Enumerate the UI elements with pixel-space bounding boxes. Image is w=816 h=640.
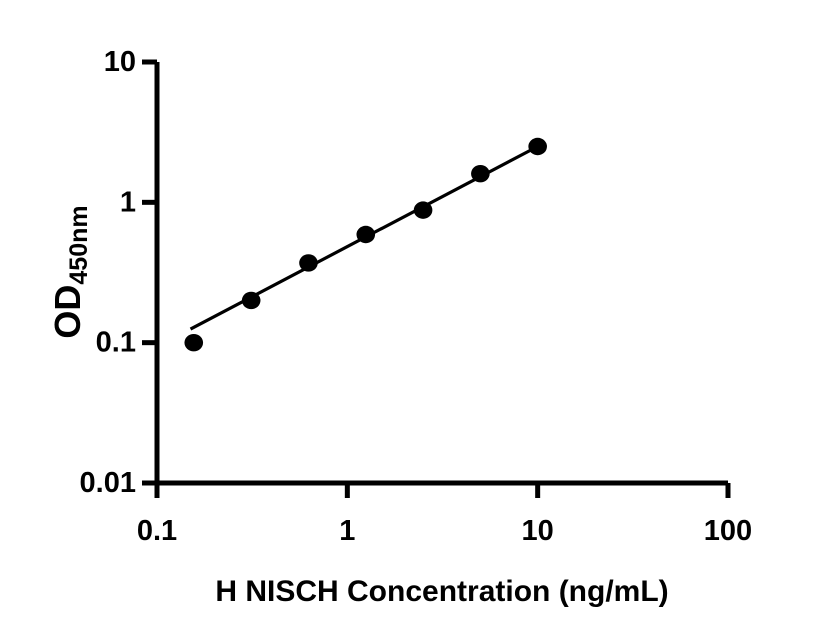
x-tick-label: 1 [339,515,355,547]
axis-spine [154,62,728,486]
y-axis-title-main: OD [47,285,88,339]
y-tick-label: 0.1 [96,327,136,359]
x-tick-label: 0.1 [137,515,177,547]
x-axis-title: H NISCH Concentration (ng/mL) [215,575,668,608]
data-point [471,164,490,183]
data-point [299,254,318,272]
data-point [356,225,376,244]
data-point [241,291,261,310]
y-axis-title-subscript: 450nm [65,205,93,284]
y-axis-title: OD450nm [47,205,93,338]
data-series-layer [184,137,547,352]
y-tick-label: 1 [120,186,136,218]
x-tick-label: 10 [522,515,554,547]
data-point [184,333,204,352]
y-tick-label: 10 [104,46,136,78]
data-point [413,201,433,219]
data-point [528,137,547,156]
x-tick-label: 100 [704,515,752,547]
y-tick-label: 0.01 [80,467,136,499]
